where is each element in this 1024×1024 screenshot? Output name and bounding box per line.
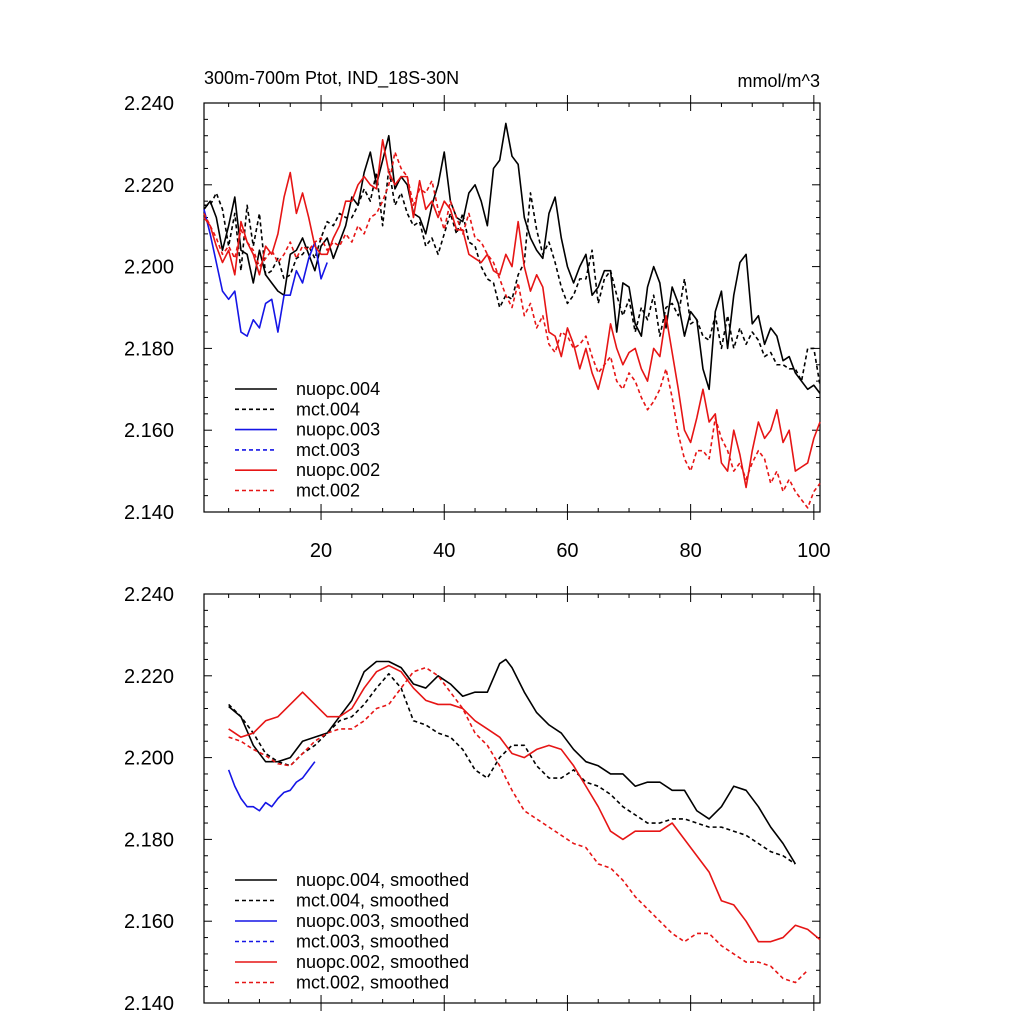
x-tick-label: 100 bbox=[797, 540, 830, 562]
y-tick-label: 2.180 bbox=[124, 829, 174, 851]
series-line bbox=[228, 664, 821, 943]
y-tick-label: 2.200 bbox=[124, 748, 174, 770]
bottom-panel: 2.140 2.160 2.180 2.200 2.220 2.240 nuopc.004,… bbox=[124, 584, 821, 1015]
y-tick-label: 2.160 bbox=[124, 911, 174, 933]
series-line bbox=[228, 666, 809, 984]
series-line bbox=[203, 151, 821, 509]
x-tick-label: 20 bbox=[310, 540, 332, 562]
top-chart-units: mmol/m^3 bbox=[738, 71, 820, 91]
series-line bbox=[203, 209, 328, 337]
legend-label: nuopc.002, smoothed bbox=[296, 952, 469, 972]
x-tick-label: 60 bbox=[556, 540, 578, 562]
x-tick-label: 40 bbox=[433, 540, 455, 562]
plot-frame bbox=[203, 593, 821, 1004]
series-line bbox=[227, 761, 316, 812]
y-tick-label: 2.200 bbox=[124, 257, 174, 279]
legend-label: mct.004 bbox=[296, 399, 360, 419]
series-line bbox=[228, 672, 796, 865]
legend-label: nuopc.004, smoothed bbox=[296, 870, 469, 890]
legend-label: mct.004, smoothed bbox=[296, 891, 449, 911]
top-panel: 2.140 2.160 2.180 2.200 2.220 2.240 20 40 60 80 10… bbox=[124, 93, 831, 562]
y-tick-label: 2.160 bbox=[124, 420, 174, 442]
x-tick-label: 80 bbox=[680, 540, 702, 562]
y-tick-label: 2.240 bbox=[124, 584, 174, 606]
legend-label: mct.003, smoothed bbox=[296, 932, 449, 952]
legend-label: nuopc.003, smoothed bbox=[296, 911, 469, 931]
y-tick-label: 2.220 bbox=[124, 666, 174, 688]
y-tick-label: 2.140 bbox=[124, 502, 174, 524]
legend-label: mct.002 bbox=[296, 481, 360, 501]
plot-frame bbox=[203, 102, 821, 513]
y-tick-label: 2.220 bbox=[124, 175, 174, 197]
legend-label: mct.003 bbox=[296, 440, 360, 460]
legend-label: nuopc.004 bbox=[296, 379, 380, 399]
legend-label: nuopc.003 bbox=[296, 420, 380, 440]
y-tick-label: 2.240 bbox=[124, 93, 174, 115]
series-line bbox=[204, 167, 821, 386]
legend-label: mct.002, smoothed bbox=[296, 973, 449, 993]
series-line bbox=[203, 139, 821, 489]
top-chart-title: 300m-700m Ptot, IND_18S-30N bbox=[204, 68, 459, 89]
legend-label: nuopc.002 bbox=[296, 460, 380, 480]
series-line bbox=[228, 658, 797, 865]
y-tick-label: 2.180 bbox=[124, 338, 174, 360]
y-tick-label: 2.140 bbox=[124, 993, 174, 1015]
